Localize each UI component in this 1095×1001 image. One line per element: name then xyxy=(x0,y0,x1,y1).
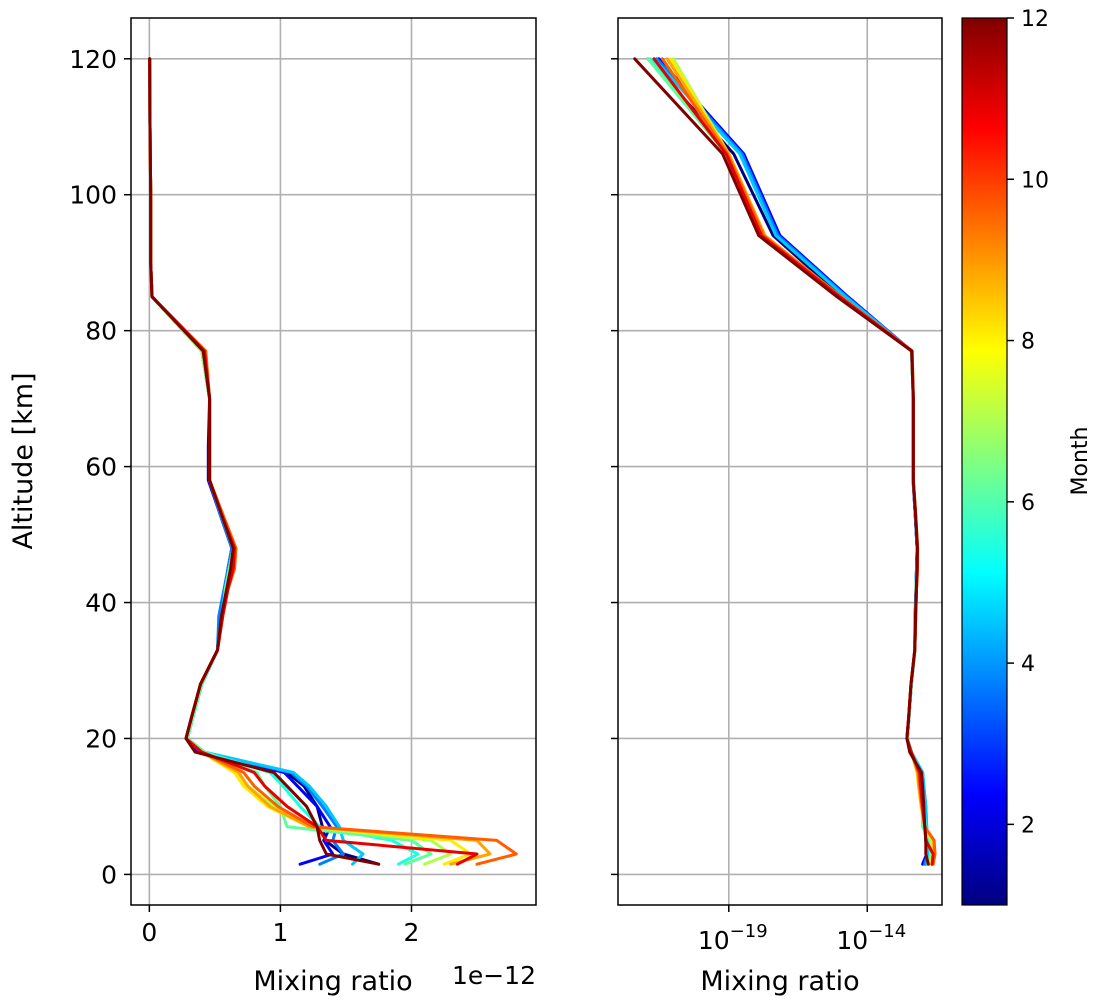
right-series-month-3 xyxy=(655,57,929,866)
colorbar-tick-label: 2 xyxy=(1021,813,1035,838)
right-series-month-10 xyxy=(660,57,937,866)
colorbar-tick-label: 10 xyxy=(1021,168,1049,193)
left-series-month-12 xyxy=(148,57,381,866)
right-grid xyxy=(618,18,942,905)
colorbar-ticks: 2 4 6 8 10 12 xyxy=(1007,7,1049,838)
right-x-tick-label: 10−19 xyxy=(698,921,768,955)
right-series-month-11 xyxy=(652,57,935,866)
right-x-axis-label: Mixing ratio xyxy=(700,966,859,997)
left-y-tick-label: 40 xyxy=(85,589,117,618)
colorbar-tick-label: 8 xyxy=(1021,330,1035,355)
left-grid xyxy=(131,18,536,905)
right-ticks: 10−19 10−14 xyxy=(611,58,906,955)
left-series-month-8 xyxy=(148,57,472,866)
right-axes-frame xyxy=(617,17,943,906)
left-y-tick-label: 20 xyxy=(85,724,117,753)
left-y-tick-label: 0 xyxy=(101,860,117,889)
left-series-month-3 xyxy=(148,57,345,866)
right-series-month-4 xyxy=(652,57,930,866)
left-y-tick-label: 120 xyxy=(69,45,117,74)
right-series-month-7 xyxy=(671,57,934,866)
left-series-month-1 xyxy=(148,57,381,866)
colorbar-tick-label: 12 xyxy=(1021,7,1049,32)
left-series-month-2 xyxy=(148,57,335,866)
left-x-tick-label: 2 xyxy=(404,918,420,947)
left-series-month-11 xyxy=(148,57,479,866)
colorbar-label: Month xyxy=(1068,427,1093,496)
right-series-month-6 xyxy=(646,57,933,866)
right-series-month-1 xyxy=(646,57,929,866)
left-x-tick-label: 0 xyxy=(141,918,157,947)
right-x-tick-label: 10−14 xyxy=(836,921,906,955)
left-y-tick-label: 100 xyxy=(69,181,117,210)
left-y-tick-label: 60 xyxy=(85,453,117,482)
left-series-group xyxy=(148,57,518,866)
right-series-month-12 xyxy=(633,57,930,866)
right-panel: 10−19 10−14 Mixing ratio xyxy=(611,17,943,997)
left-x-tick-label: 1 xyxy=(272,918,288,947)
colorbar-tick-label: 6 xyxy=(1021,491,1035,516)
left-y-axis-label: Altitude [km] xyxy=(8,372,39,549)
right-series-month-9 xyxy=(665,57,936,866)
right-series-month-5 xyxy=(649,57,932,866)
left-series-month-10 xyxy=(148,57,518,866)
left-x-axis-label: Mixing ratio xyxy=(253,966,412,997)
left-y-tick-label: 80 xyxy=(85,317,117,346)
colorbar-gradient xyxy=(961,17,1008,906)
colorbar-tick-label: 4 xyxy=(1021,652,1035,677)
right-series-month-2 xyxy=(657,57,929,866)
right-series-month-8 xyxy=(669,57,935,866)
left-x-offset-text: 1e−12 xyxy=(452,961,536,990)
left-series-month-9 xyxy=(148,57,492,866)
colorbar: 2 4 6 8 10 12 Month xyxy=(961,7,1093,906)
left-series-month-4 xyxy=(148,57,365,866)
left-axes-frame xyxy=(130,17,537,906)
right-series-group xyxy=(633,57,937,866)
